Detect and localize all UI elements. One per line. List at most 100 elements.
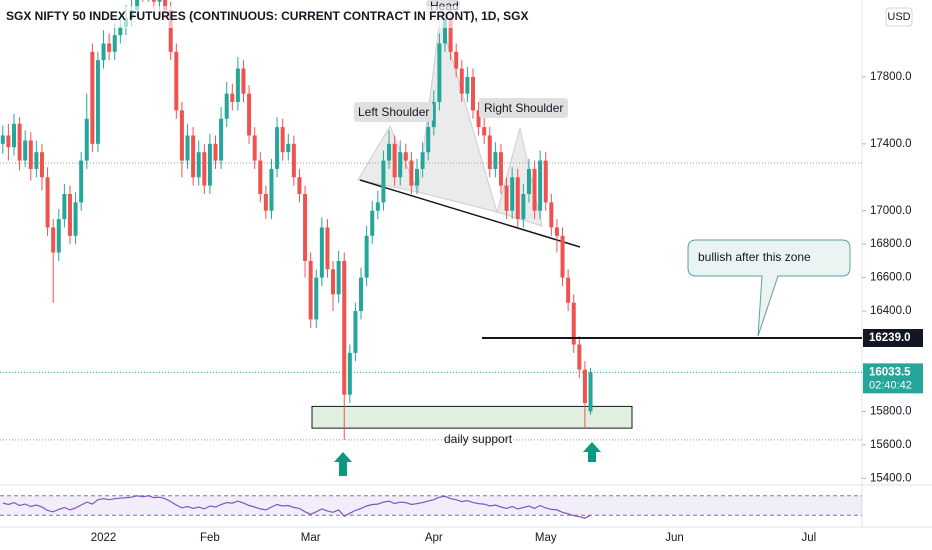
candle-body (163, 0, 168, 11)
x-tick-label: Mar (301, 532, 321, 544)
candle-body (90, 51, 95, 144)
candle-body (179, 110, 184, 161)
x-tick-label: Jun (665, 532, 684, 544)
candle-body (224, 93, 229, 119)
candle-body (325, 227, 330, 270)
candle-body (51, 227, 56, 253)
candle-body (566, 277, 571, 303)
candle-body (431, 102, 436, 128)
candle-body (549, 202, 554, 228)
candle-body (135, 0, 140, 11)
candle-body (39, 152, 44, 178)
candle-body (297, 177, 302, 194)
candle-body (157, 0, 162, 2)
candle-body (73, 202, 78, 236)
candle-body (415, 168, 420, 186)
candle-body (521, 194, 526, 220)
candle-body (202, 152, 207, 186)
level-label-box (863, 328, 923, 347)
candle-body (56, 219, 61, 253)
candle-body (498, 152, 503, 186)
countdown: 02:40:42 (869, 379, 912, 391)
candle-body (526, 168, 531, 194)
candle-body (437, 43, 442, 103)
candle-body (387, 143, 392, 161)
candle-body (275, 127, 280, 169)
y-tick-label: 16600.0 (870, 272, 912, 284)
x-tick-label: May (535, 532, 557, 544)
candle-body (291, 143, 296, 178)
currency[interactable]: USD (887, 11, 910, 23)
candle-body (67, 194, 72, 236)
candle-body (582, 369, 587, 404)
x-tick-label: Jul (801, 532, 816, 544)
x-tick-label: 2022 (91, 532, 117, 544)
candle-body (263, 194, 268, 211)
candle-body (11, 123, 16, 148)
callout-text: bullish after this zone (698, 250, 811, 264)
candle-body (588, 372, 593, 412)
candle-body (196, 152, 201, 178)
last-price-box (863, 363, 923, 394)
candle-body (442, 18, 447, 44)
candle-body (107, 43, 112, 52)
candle-body (554, 227, 559, 236)
left-shoulder-label: Left Shoulder (358, 105, 429, 119)
candle-body (336, 260, 341, 295)
neckline (359, 179, 581, 248)
candle-body (398, 152, 403, 178)
candle-body (0, 135, 5, 144)
x-tick-label: Apr (425, 532, 443, 544)
currency-box[interactable] (885, 7, 913, 27)
candle-body (235, 68, 240, 103)
candle-body (577, 344, 582, 370)
candle-body (252, 135, 257, 161)
y-tick-label: 15600.0 (870, 439, 912, 451)
up-arrow (334, 452, 352, 476)
candle-body (79, 160, 84, 203)
candle-body (420, 152, 425, 169)
candle-body (213, 143, 218, 161)
candle-body (6, 135, 11, 148)
head-shoulders-shape (357, 17, 543, 227)
annotations: Left Shoulder Right Shoulder Head daily … (334, 0, 851, 476)
callout (687, 239, 851, 337)
candle-body (532, 168, 537, 211)
candle-body (465, 76, 470, 94)
chart-title: SGX NIFTY 50 INDEX FUTURES (CONTINUOUS: … (6, 9, 528, 23)
x-tick-label: Feb (200, 532, 220, 544)
level-label: 16239.0 (869, 332, 911, 344)
label-box (354, 102, 433, 122)
candle-body (286, 143, 291, 153)
candle-body (342, 260, 347, 395)
candle-body (375, 202, 380, 211)
candle-body (28, 140, 33, 169)
candle-body (331, 269, 336, 295)
candle-body (191, 135, 196, 178)
candle-body (230, 93, 235, 103)
candle-body (319, 227, 324, 278)
candle-body (118, 26, 123, 36)
candle-body (538, 160, 543, 211)
candle-body (308, 260, 313, 320)
candle-body (392, 143, 397, 178)
candle-body (359, 277, 364, 312)
up-arrow (583, 442, 601, 462)
candle-body (459, 68, 464, 94)
candle-body (207, 143, 212, 186)
y-tick-label: 16800.0 (870, 238, 912, 250)
y-tick-label: 17800.0 (870, 71, 912, 83)
candle-body (101, 43, 106, 61)
y-tick-label: 15400.0 (870, 472, 912, 484)
candle-body (409, 160, 414, 186)
candle-body (381, 160, 386, 203)
candle-body (62, 194, 67, 220)
candle-body (543, 160, 548, 203)
candle-body (151, 0, 156, 2)
candle-body (23, 140, 28, 161)
candle-body (314, 277, 319, 320)
y-tick-label: 17400.0 (870, 138, 912, 150)
support-zone (311, 405, 633, 429)
candle-body (174, 51, 179, 111)
candle-body (112, 35, 117, 52)
